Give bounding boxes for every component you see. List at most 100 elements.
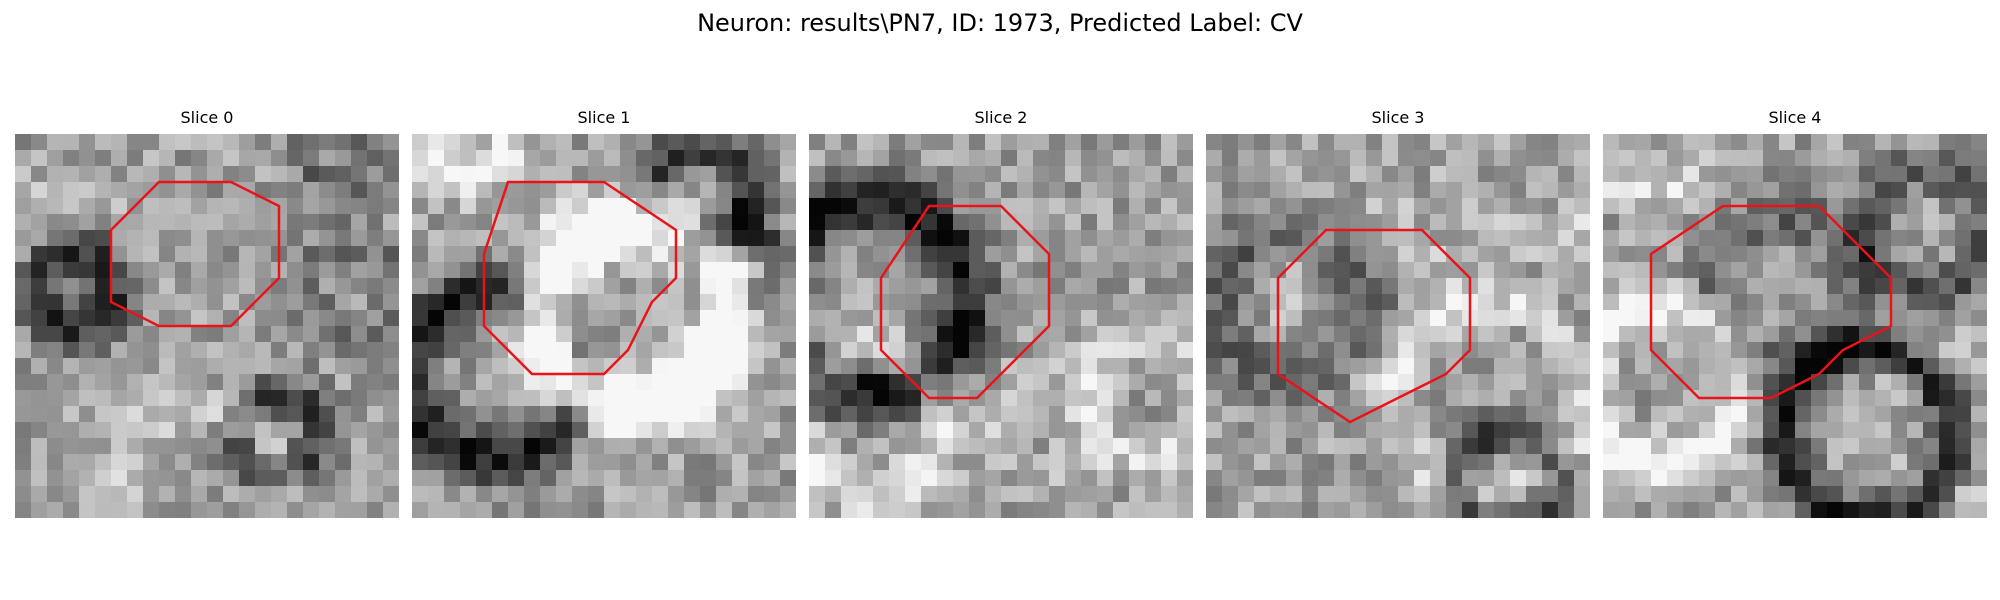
- image-pixel: [1206, 326, 1223, 343]
- image-pixel: [1414, 262, 1431, 279]
- image-pixel: [1510, 198, 1527, 215]
- image-pixel: [287, 198, 304, 215]
- image-pixel: [1859, 406, 1876, 423]
- image-pixel: [1366, 310, 1383, 327]
- image-pixel: [367, 198, 384, 215]
- image-pixel: [716, 262, 733, 279]
- image-pixel: [1651, 438, 1668, 455]
- image-pixel: [1033, 502, 1050, 518]
- image-pixel: [1558, 278, 1575, 295]
- image-pixel: [1334, 422, 1351, 439]
- image-pixel: [1667, 342, 1684, 359]
- image-pixel: [1081, 374, 1098, 391]
- image-pixel: [1286, 470, 1303, 487]
- image-pixel: [572, 470, 589, 487]
- image-pixel: [1795, 454, 1812, 471]
- image-pixel: [1414, 438, 1431, 455]
- image-pixel: [985, 166, 1002, 183]
- image-pixel: [319, 214, 336, 231]
- image-pixel: [127, 358, 144, 375]
- image-pixel: [1795, 470, 1812, 487]
- image-pixel: [1891, 166, 1908, 183]
- image-pixel: [1145, 326, 1162, 343]
- image-pixel: [1875, 198, 1892, 215]
- image-pixel: [1875, 326, 1892, 343]
- image-pixel: [255, 454, 272, 471]
- image-pixel: [1635, 486, 1652, 503]
- image-pixel: [857, 214, 874, 231]
- image-pixel: [367, 486, 384, 503]
- image-pixel: [460, 390, 477, 407]
- image-pixel: [953, 326, 970, 343]
- image-pixel: [604, 230, 621, 247]
- image-pixel: [604, 406, 621, 423]
- image-pixel: [1478, 310, 1495, 327]
- image-pixel: [825, 438, 842, 455]
- image-pixel: [1254, 150, 1271, 167]
- image-pixel: [111, 390, 128, 407]
- image-pixel: [1270, 422, 1287, 439]
- image-pixel: [303, 134, 320, 151]
- image-pixel: [492, 246, 509, 263]
- image-pixel: [1619, 454, 1636, 471]
- image-pixel: [636, 214, 653, 231]
- image-pixel: [780, 294, 796, 311]
- image-pixel: [351, 214, 368, 231]
- image-pixel: [444, 198, 461, 215]
- image-pixel: [1811, 406, 1828, 423]
- image-pixel: [1049, 438, 1066, 455]
- image-pixel: [1334, 486, 1351, 503]
- image-pixel: [1923, 230, 1940, 247]
- image-pixel: [716, 390, 733, 407]
- image-pixel: [271, 342, 288, 359]
- image-pixel: [1478, 502, 1495, 518]
- image-pixel: [383, 438, 399, 455]
- image-pixel: [1795, 214, 1812, 231]
- image-pixel: [556, 422, 573, 439]
- image-pixel: [383, 134, 399, 151]
- image-pixel: [1097, 278, 1114, 295]
- image-pixel: [684, 406, 701, 423]
- image-pixel: [1683, 454, 1700, 471]
- image-pixel: [191, 358, 208, 375]
- image-pixel: [492, 486, 509, 503]
- image-pixel: [732, 326, 749, 343]
- image-pixel: [1286, 134, 1303, 151]
- image-pixel: [1683, 134, 1700, 151]
- image-pixel: [159, 422, 176, 439]
- image-pixel: [1971, 294, 1987, 311]
- image-pixel: [412, 470, 429, 487]
- image-pixel: [1478, 470, 1495, 487]
- image-pixel: [1971, 438, 1987, 455]
- image-pixel: [143, 502, 160, 518]
- image-pixel: [1017, 326, 1034, 343]
- image-pixel: [604, 246, 621, 263]
- image-pixel: [1462, 454, 1479, 471]
- image-pixel: [207, 374, 224, 391]
- image-pixel: [367, 358, 384, 375]
- image-pixel: [1161, 262, 1178, 279]
- image-pixel: [604, 342, 621, 359]
- segmentation-contour: [1276, 228, 1472, 424]
- image-pixel: [1635, 326, 1652, 343]
- image-pixel: [1574, 342, 1590, 359]
- image-pixel: [207, 134, 224, 151]
- image-pixel: [303, 438, 320, 455]
- image-pixel: [1129, 182, 1146, 199]
- image-pixel: [255, 182, 272, 199]
- image-pixel: [857, 438, 874, 455]
- image-pixel: [79, 422, 96, 439]
- image-pixel: [780, 310, 796, 327]
- image-pixel: [588, 182, 605, 199]
- image-pixel: [1129, 246, 1146, 263]
- image-pixel: [1763, 166, 1780, 183]
- image-pixel: [588, 358, 605, 375]
- image-pixel: [1603, 502, 1620, 518]
- image-pixel: [556, 150, 573, 167]
- image-pixel: [111, 358, 128, 375]
- image-pixel: [921, 342, 938, 359]
- image-pixel: [1875, 422, 1892, 439]
- image-pixel: [889, 198, 906, 215]
- image-pixel: [175, 374, 192, 391]
- image-pixel: [239, 406, 256, 423]
